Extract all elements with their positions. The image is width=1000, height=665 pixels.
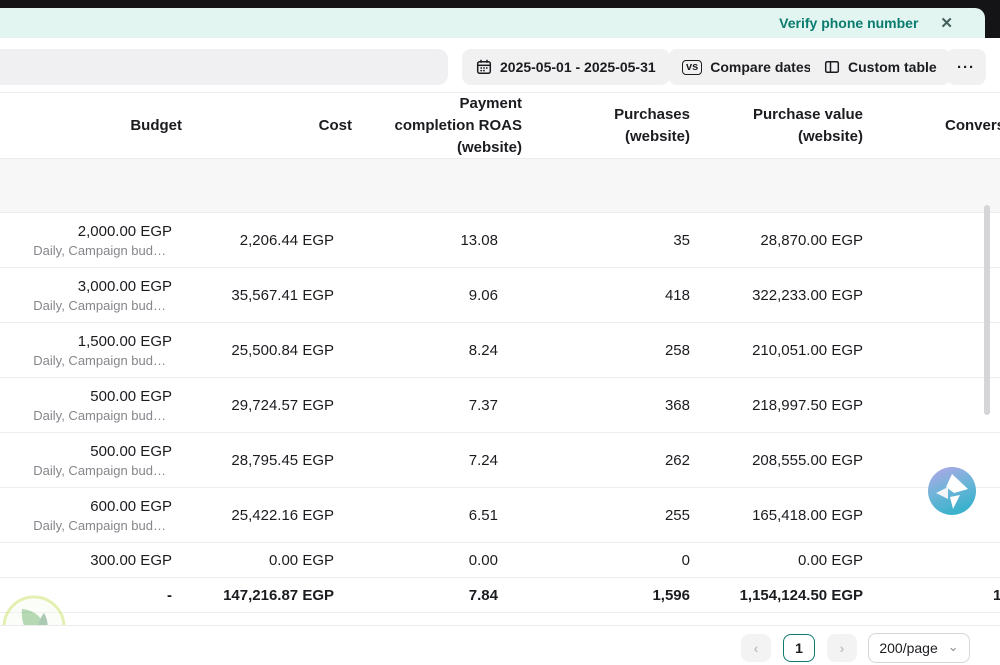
column-header-purchase-value[interactable]: Purchase value (website): [690, 104, 863, 148]
cell-purchases: 35: [522, 232, 690, 249]
budget-note: Daily, Campaign bud…: [0, 243, 172, 258]
cell-budget: 600.00 EGP Daily, Campaign bud…: [0, 498, 182, 533]
more-options-button[interactable]: ···: [946, 49, 986, 85]
table-row[interactable]: 600.00 EGP Daily, Campaign bud… 25,422.1…: [0, 488, 1000, 543]
cell-roas: 13.08: [352, 232, 522, 249]
cell-budget: 500.00 EGP Daily, Campaign bud…: [0, 388, 182, 423]
cell-purchase-value: 165,418.00 EGP: [690, 507, 863, 524]
custom-table-button[interactable]: Custom table: [810, 49, 951, 85]
budget-note: Daily, Campaign bud…: [0, 463, 172, 478]
cell-budget: 2,000.00 EGP Daily, Campaign bud…: [0, 223, 182, 258]
total-budget: -: [0, 587, 182, 604]
table-row[interactable]: 3,000.00 EGP Daily, Campaign bud… 35,567…: [0, 268, 1000, 323]
table-row[interactable]: 500.00 EGP Daily, Campaign bud… 29,724.5…: [0, 378, 1000, 433]
cell-purchases: 255: [522, 507, 690, 524]
cell-roas: 9.06: [352, 287, 522, 304]
table-header-row: Budget Cost Payment completion ROAS (web…: [0, 92, 1000, 158]
cell-cost: 28,795.45 EGP: [182, 452, 352, 469]
cell-purchase-value: 210,051.00 EGP: [690, 342, 863, 359]
cell-cost: 2,206.44 EGP: [182, 232, 352, 249]
cell-budget: 1,500.00 EGP Daily, Campaign bud…: [0, 333, 182, 368]
cell-budget: 500.00 EGP Daily, Campaign bud…: [0, 443, 182, 478]
cell-cost: 35,567.41 EGP: [182, 287, 352, 304]
column-header-conversions[interactable]: Convers: [863, 115, 1000, 137]
compare-dates-button[interactable]: vs Compare dates: [668, 49, 825, 85]
verify-phone-banner: Verify phone number ✕: [0, 8, 985, 38]
table-row[interactable]: 300.00 EGP 0.00 EGP 0.00 0 0.00 EGP: [0, 543, 1000, 578]
close-icon[interactable]: ✕: [940, 16, 953, 31]
cell-cost: 25,422.16 EGP: [182, 507, 352, 524]
compare-dates-label: Compare dates: [710, 59, 811, 75]
cell-purchases: 258: [522, 342, 690, 359]
table-row[interactable]: 2,000.00 EGP Daily, Campaign bud… 2,206.…: [0, 213, 1000, 268]
cell-purchases: 262: [522, 452, 690, 469]
custom-table-label: Custom table: [848, 59, 937, 75]
cell-purchase-value: 218,997.50 EGP: [690, 397, 863, 414]
cell-purchase-value: 28,870.00 EGP: [690, 232, 863, 249]
total-conversions: 1: [863, 587, 1000, 604]
ads-dashboard: Verify phone number ✕ 2025-05-01 - 2025-…: [0, 0, 1000, 665]
column-header-purchases[interactable]: Purchases (website): [522, 104, 690, 148]
verify-phone-link[interactable]: Verify phone number: [779, 15, 918, 31]
table-total-row: - 147,216.87 EGP 7.84 1,596 1,154,124.50…: [0, 578, 1000, 613]
chevron-left-icon: ‹: [754, 640, 759, 656]
budget-note: Daily, Campaign bud…: [0, 298, 172, 313]
cell-roas: 7.37: [352, 397, 522, 414]
pagination-bar: ‹ 1 › 200/page ⌄: [0, 625, 1000, 665]
cell-cost: 29,724.57 EGP: [182, 397, 352, 414]
metrics-table: Budget Cost Payment completion ROAS (web…: [0, 92, 1000, 613]
chevron-down-icon: ⌄: [948, 640, 959, 653]
filter-search-input[interactable]: [0, 49, 448, 85]
cell-purchase-value: 208,555.00 EGP: [690, 452, 863, 469]
vertical-scrollbar[interactable]: [984, 205, 990, 415]
cell-cost: 0.00 EGP: [182, 552, 352, 569]
cell-purchase-value: 322,233.00 EGP: [690, 287, 863, 304]
page-size-select[interactable]: 200/page ⌄: [868, 633, 970, 663]
cell-purchase-value: 0.00 EGP: [690, 552, 863, 569]
assistant-star-icon: [927, 466, 977, 516]
total-purchases: 1,596: [522, 587, 690, 604]
cell-budget: 300.00 EGP: [0, 552, 182, 569]
cell-roas: 6.51: [352, 507, 522, 524]
empty-summary-row: [0, 158, 1000, 213]
cell-purchases: 368: [522, 397, 690, 414]
cell-purchases: 0: [522, 552, 690, 569]
assistant-float-button[interactable]: [927, 466, 977, 516]
column-header-roas[interactable]: Payment completion ROAS (website): [352, 93, 522, 158]
budget-note: Daily, Campaign bud…: [0, 518, 172, 533]
chevron-right-icon: ›: [840, 640, 845, 656]
cell-purchases: 418: [522, 287, 690, 304]
vs-icon: vs: [682, 60, 702, 75]
current-page-indicator[interactable]: 1: [783, 634, 815, 662]
cell-roas: 0.00: [352, 552, 522, 569]
budget-note: Daily, Campaign bud…: [0, 353, 172, 368]
date-range-button[interactable]: 2025-05-01 - 2025-05-31: [462, 49, 670, 85]
table-toolbar: 2025-05-01 - 2025-05-31 vs Compare dates…: [0, 38, 1000, 92]
next-page-button[interactable]: ›: [827, 634, 857, 662]
column-header-cost[interactable]: Cost: [182, 115, 352, 137]
total-roas: 7.84: [352, 587, 522, 604]
cell-roas: 8.24: [352, 342, 522, 359]
table-columns-icon: [824, 59, 840, 75]
table-body: 2,000.00 EGP Daily, Campaign bud… 2,206.…: [0, 213, 1000, 578]
column-header-budget[interactable]: Budget: [0, 115, 182, 137]
total-purchase-value: 1,154,124.50 EGP: [690, 587, 863, 604]
table-row[interactable]: 1,500.00 EGP Daily, Campaign bud… 25,500…: [0, 323, 1000, 378]
cell-roas: 7.24: [352, 452, 522, 469]
budget-note: Daily, Campaign bud…: [0, 408, 172, 423]
table-row[interactable]: 500.00 EGP Daily, Campaign bud… 28,795.4…: [0, 433, 1000, 488]
prev-page-button[interactable]: ‹: [741, 634, 771, 662]
cell-budget: 3,000.00 EGP Daily, Campaign bud…: [0, 278, 182, 313]
calendar-icon: [476, 59, 492, 75]
cell-cost: 25,500.84 EGP: [182, 342, 352, 359]
total-cost: 147,216.87 EGP: [182, 587, 352, 604]
date-range-label: 2025-05-01 - 2025-05-31: [500, 59, 656, 75]
ellipsis-icon: ···: [957, 59, 975, 76]
